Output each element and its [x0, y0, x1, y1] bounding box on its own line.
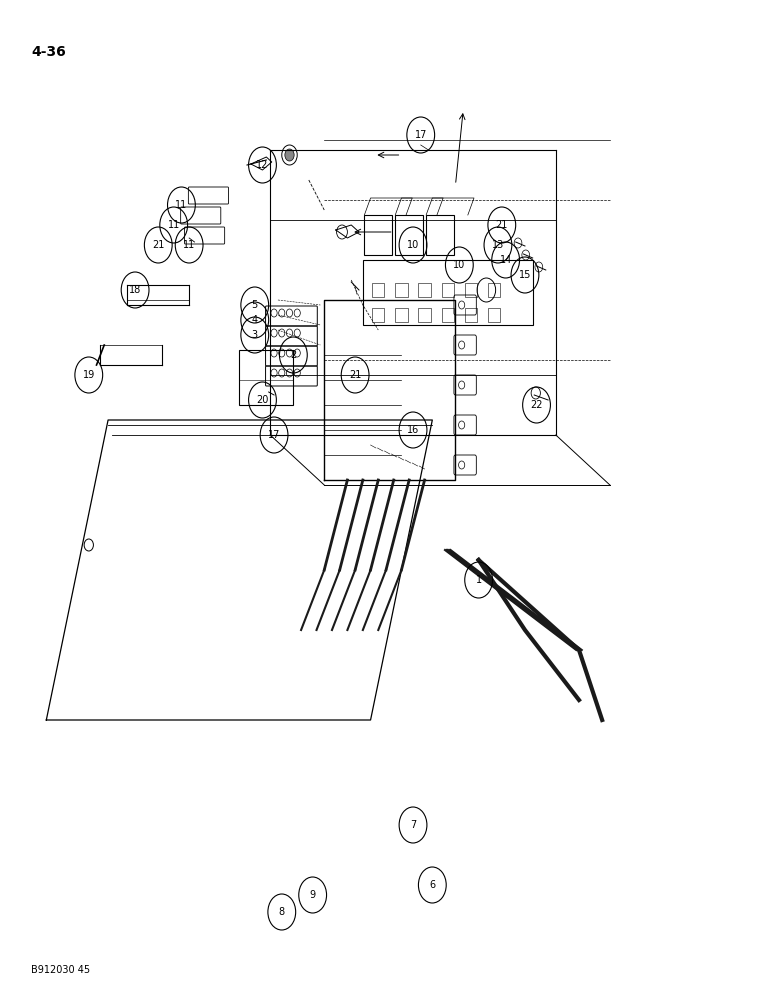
Text: 17: 17	[415, 130, 427, 140]
Text: 11: 11	[175, 200, 188, 210]
Text: 13: 13	[492, 240, 504, 250]
Text: 10: 10	[407, 240, 419, 250]
Text: 17: 17	[268, 430, 280, 440]
Text: 14: 14	[499, 255, 512, 265]
Text: 20: 20	[256, 395, 269, 405]
Text: 10: 10	[453, 260, 466, 270]
Text: 16: 16	[407, 425, 419, 435]
Text: 22: 22	[530, 400, 543, 410]
Text: 11: 11	[168, 220, 180, 230]
Text: 12: 12	[256, 160, 269, 170]
Text: 5: 5	[252, 300, 258, 310]
Text: 7: 7	[410, 820, 416, 830]
Text: 4: 4	[252, 315, 258, 325]
Text: 21: 21	[496, 220, 508, 230]
Text: 21: 21	[152, 240, 164, 250]
Text: B912030 45: B912030 45	[31, 965, 90, 975]
Text: 8: 8	[279, 907, 285, 917]
Text: 18: 18	[129, 285, 141, 295]
Text: 19: 19	[83, 370, 95, 380]
Text: 4-36: 4-36	[31, 45, 66, 59]
Circle shape	[285, 149, 294, 161]
Text: 2: 2	[290, 350, 296, 360]
Text: 3: 3	[252, 330, 258, 340]
Text: 9: 9	[310, 890, 316, 900]
Text: 15: 15	[519, 270, 531, 280]
Text: 6: 6	[429, 880, 435, 890]
Text: 11: 11	[183, 240, 195, 250]
Text: 21: 21	[349, 370, 361, 380]
Text: 1: 1	[476, 575, 482, 585]
